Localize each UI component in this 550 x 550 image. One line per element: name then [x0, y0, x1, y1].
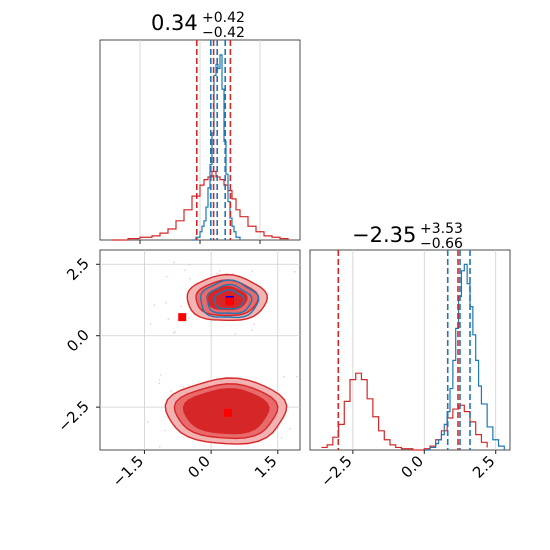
- blue-contour-level2: [213, 289, 245, 310]
- right-title-minus: −0.66: [420, 236, 463, 252]
- top-blue-histogram: [192, 54, 241, 241]
- marker-1: [225, 297, 234, 306]
- scatter-point: [153, 304, 156, 306]
- contour-content: [100, 250, 300, 450]
- scatter-point: [165, 301, 167, 304]
- histogram-panel-right: −2.5 0.0 2.5: [309, 249, 511, 491]
- scatter-point: [173, 331, 176, 333]
- right-blue-histogram: [424, 263, 505, 451]
- scatter-point: [173, 261, 175, 264]
- scatter-point: [189, 277, 191, 280]
- scatter-point: [188, 317, 190, 320]
- contour-xtick-label-2: 1.5: [251, 452, 281, 482]
- right-title: −2.35 +3.53 −0.66: [352, 221, 463, 252]
- right-frame: [309, 249, 511, 451]
- contour-xtick-label-0: −1.5: [109, 452, 147, 490]
- scatter-point: [149, 323, 152, 326]
- scatter-point: [165, 275, 168, 278]
- blue-contour-level0: [199, 279, 260, 319]
- right-red-histogram: [321, 372, 488, 451]
- scatter-point: [289, 428, 291, 430]
- blue-contour-level1: [206, 283, 253, 315]
- contour-panel: −1.5 0.0 1.5 2.5 0.0 −2.5: [54, 249, 301, 491]
- top-title-minus: −0.42: [202, 25, 245, 41]
- right-xtick-label-2: 2.5: [469, 452, 499, 482]
- scatter-point: [215, 272, 218, 275]
- scatter-point: [167, 318, 170, 320]
- contour-xtick-label-1: 0.0: [184, 452, 214, 482]
- histogram-panel-top: [99, 39, 301, 244]
- scatter-point: [164, 429, 167, 432]
- scatter-point: [280, 436, 283, 439]
- scatter-point: [183, 269, 186, 271]
- scatter-point: [251, 270, 254, 273]
- scatter-point: [218, 270, 221, 272]
- right-xtick-label-1: 0.0: [398, 452, 428, 482]
- scatter-point: [146, 420, 149, 423]
- contour-ytick-label-0: 2.5: [63, 254, 93, 284]
- top-title-plus: +0.42: [202, 10, 245, 26]
- contour-ytick-label-1: 0.0: [63, 326, 93, 356]
- scatter-point: [172, 332, 175, 334]
- scatter-point: [253, 323, 256, 325]
- scatter-point: [158, 378, 161, 381]
- top-title: 0.34 +0.42 −0.42: [151, 10, 245, 41]
- contour-ytick-label-2: −2.5: [54, 397, 92, 435]
- scatter-point: [160, 374, 162, 376]
- scatter-point: [188, 263, 191, 266]
- scatter-point: [180, 305, 182, 308]
- marker-3: [224, 408, 232, 417]
- scatter-point: [182, 385, 185, 388]
- scatter-point: [234, 333, 237, 335]
- scatter-point: [298, 310, 300, 313]
- scatter-point: [298, 433, 300, 436]
- scatter-point: [296, 375, 298, 378]
- scatter-point: [283, 375, 285, 378]
- top-red-histogram: [112, 170, 289, 241]
- right-xtick-label-0: −2.5: [317, 452, 355, 490]
- scatter-point: [158, 446, 161, 448]
- top-title-value: 0.34: [151, 11, 198, 35]
- marker-2: [178, 313, 187, 322]
- scatter-point: [294, 270, 296, 273]
- scatter-point: [170, 390, 173, 393]
- scatter-point: [158, 382, 161, 385]
- scatter-point: [250, 329, 253, 331]
- right-title-plus: +3.53: [420, 221, 463, 237]
- right-title-value: −2.35: [352, 223, 416, 247]
